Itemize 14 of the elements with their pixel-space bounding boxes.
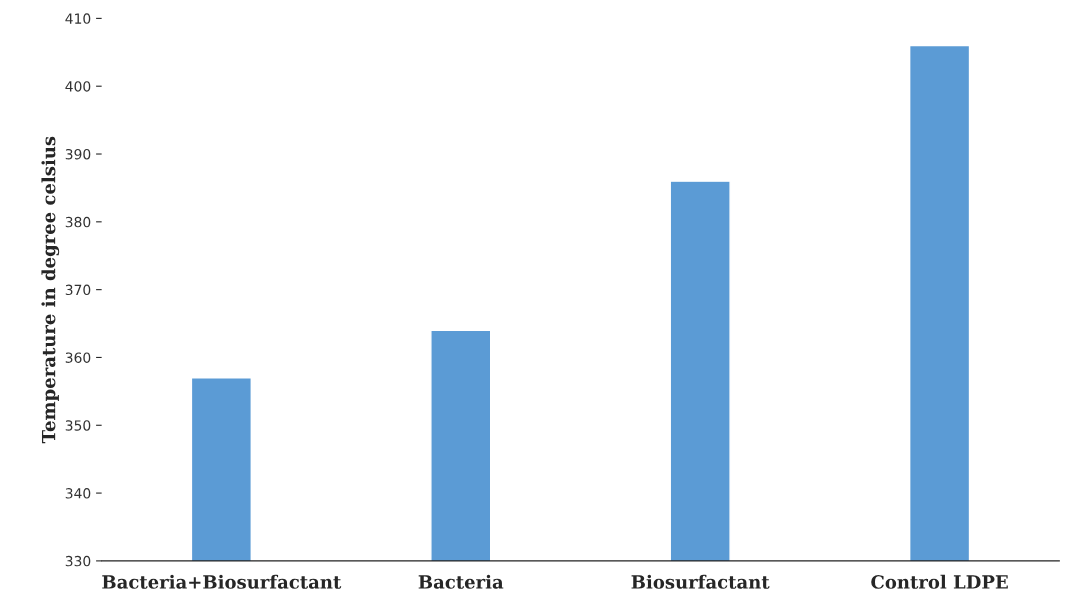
- y-tick-label: 330: [65, 555, 91, 567]
- y-tick-label: 340: [65, 488, 91, 499]
- y-tick-label: 360: [65, 352, 91, 363]
- y-axis-title: Temperature in degree celsius: [41, 136, 60, 444]
- x-tick-label: Bacteria: [418, 574, 504, 589]
- y-tick-label: 350: [65, 420, 91, 431]
- x-tick-label: Control LDPE: [871, 574, 1008, 589]
- y-tick-label: 370: [65, 284, 91, 296]
- y-tick-label: 380: [65, 216, 91, 228]
- x-tick-label: Biosurfactant: [631, 574, 770, 589]
- y-tick-label: 390: [65, 148, 91, 160]
- x-tick-label: Bacteria+Biosurfactant: [102, 574, 342, 589]
- y-tick-label: 410: [65, 13, 91, 24]
- y-tick-label: 400: [65, 81, 91, 92]
